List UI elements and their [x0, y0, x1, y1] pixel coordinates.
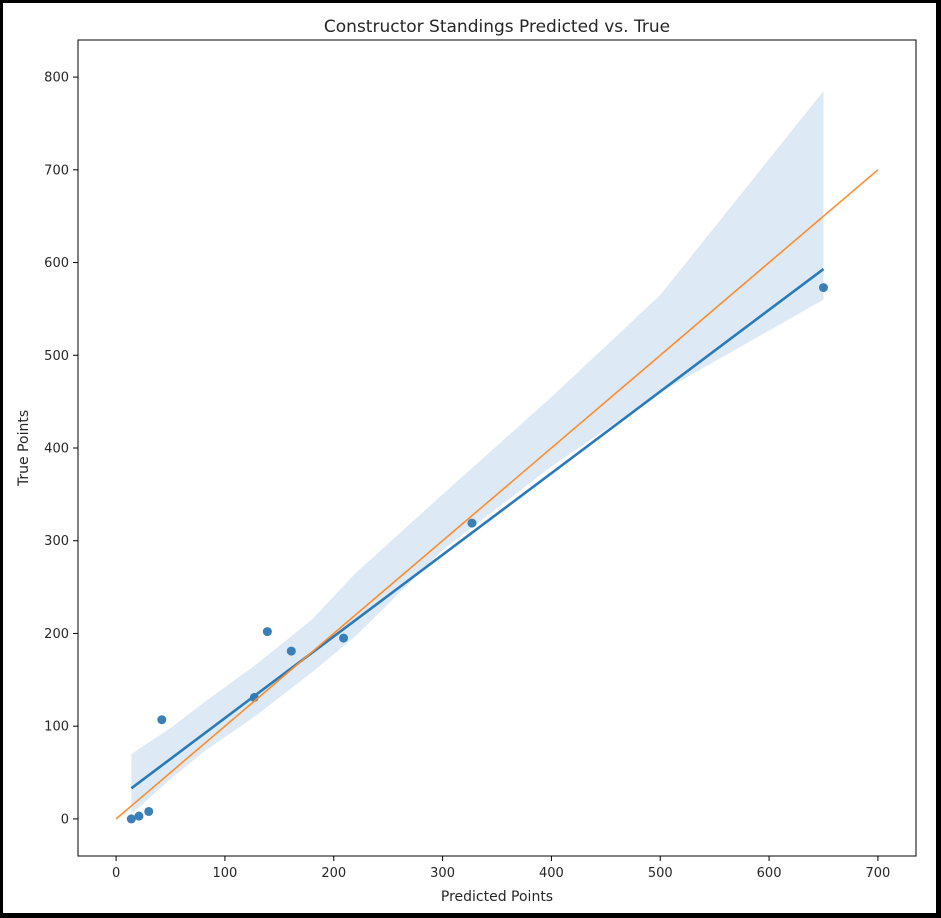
y-tick-label: 700 — [44, 163, 69, 178]
x-tick-label: 700 — [865, 866, 890, 881]
y-axis: 0 100 200 300 400 500 600 700 800 — [44, 71, 78, 827]
data-point — [126, 814, 136, 824]
x-axis: 0 100 200 300 400 500 600 700 — [112, 856, 890, 881]
data-point — [144, 806, 154, 816]
y-tick-label: 600 — [44, 256, 69, 271]
data-point — [467, 518, 477, 528]
chart-title: Constructor Standings Predicted vs. True — [324, 17, 670, 37]
x-tick-label: 600 — [757, 866, 782, 881]
x-tick-label: 400 — [539, 866, 564, 881]
x-tick-label: 300 — [430, 866, 455, 881]
y-tick-label: 300 — [44, 534, 69, 549]
y-tick-label: 500 — [44, 349, 69, 364]
x-tick-label: 0 — [112, 866, 120, 881]
x-tick-label: 500 — [648, 866, 673, 881]
data-point — [134, 811, 144, 821]
data-point — [157, 715, 167, 725]
data-point — [339, 633, 349, 643]
regression-line — [130, 267, 825, 790]
y-tick-label: 100 — [44, 720, 69, 735]
scatter-chart: Constructor Standings Predicted vs. True… — [16, 17, 917, 905]
data-point — [818, 283, 828, 293]
x-axis-title: Predicted Points — [441, 889, 553, 905]
y-tick-label: 400 — [44, 442, 69, 457]
plot-area — [115, 91, 879, 824]
data-point — [262, 627, 272, 637]
confidence-band — [131, 91, 824, 815]
x-tick-label: 100 — [213, 866, 238, 881]
y-tick-label: 200 — [44, 627, 69, 642]
y-tick-label: 0 — [61, 812, 69, 827]
x-tick-label: 200 — [321, 866, 346, 881]
data-point — [286, 646, 296, 656]
y-tick-label: 800 — [44, 71, 69, 86]
identity-line — [115, 169, 879, 820]
y-axis-title: True Points — [16, 410, 32, 487]
